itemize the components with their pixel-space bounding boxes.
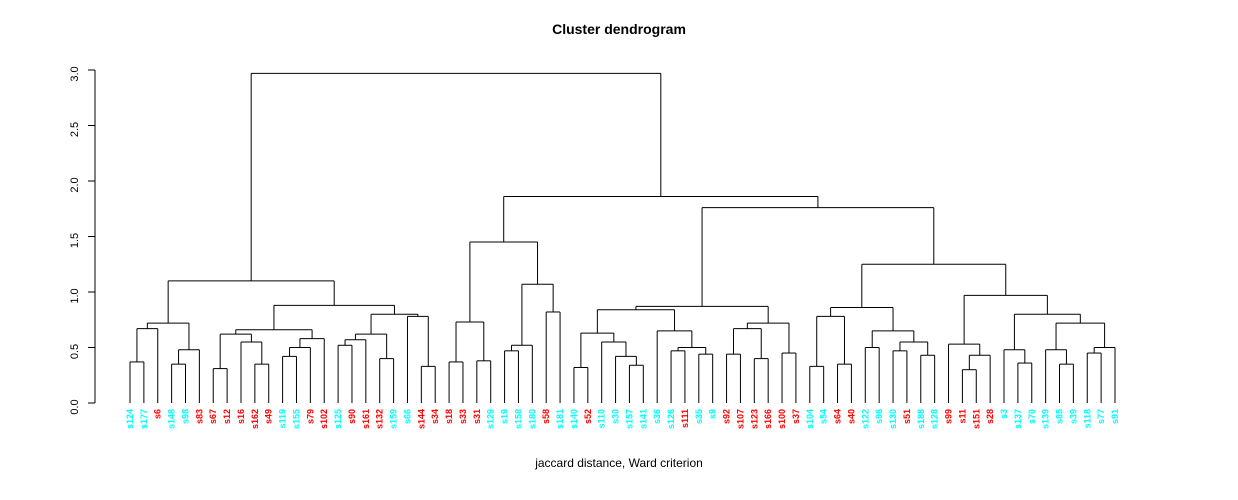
- leaf-label: s54: [819, 409, 829, 424]
- y-tick-label: 0.0: [69, 399, 81, 414]
- leaf-label: s31: [472, 409, 482, 424]
- leaf-label: s155: [291, 409, 301, 429]
- leaf-label: s39: [1068, 409, 1078, 424]
- leaf-label: s9: [708, 409, 718, 419]
- y-tick-label: 3.0: [69, 66, 81, 81]
- leaf-label: s139: [1041, 409, 1051, 429]
- leaf-label: s30: [611, 409, 621, 424]
- leaf-label: s166: [763, 409, 773, 429]
- leaf-label: s161: [361, 409, 371, 429]
- leaf-label: s16: [236, 409, 246, 424]
- leaf-label: s111: [680, 409, 690, 428]
- leaf-label: s102: [319, 409, 329, 429]
- leaf-label: s99: [944, 409, 954, 424]
- leaf-label: s107: [735, 409, 745, 429]
- leaf-label: s180: [527, 409, 537, 429]
- leaf-label: s90: [347, 409, 357, 424]
- leaf-label: s37: [791, 409, 801, 424]
- leaf-label: s157: [624, 409, 634, 429]
- leaf-label: s40: [846, 409, 856, 424]
- leaf-label: s125: [333, 409, 343, 429]
- leaf-label: s159: [389, 409, 399, 429]
- leaf-label: s129: [486, 409, 496, 429]
- leaf-label: s51: [902, 409, 912, 424]
- leaf-label: s132: [375, 409, 385, 429]
- y-tick-label: 0.5: [69, 344, 81, 359]
- leaf-label: s151: [971, 409, 981, 429]
- leaf-label: s181: [555, 409, 565, 429]
- leaf-label: s124: [125, 409, 135, 429]
- leaf-label: s110: [597, 409, 607, 429]
- leaf-label: s34: [430, 409, 440, 424]
- leaf-label: s118: [1082, 409, 1092, 429]
- leaf-label: s140: [569, 409, 579, 429]
- leaf-label: s36: [652, 409, 662, 424]
- x-axis-label: jaccard distance, Ward criterion: [535, 456, 703, 470]
- leaf-label: s128: [930, 409, 940, 429]
- leaf-label: s162: [250, 409, 260, 429]
- leaf-label: s130: [888, 409, 898, 429]
- y-tick-label: 1.5: [69, 233, 81, 248]
- leaf-label: s177: [139, 409, 149, 429]
- leaf-label: s77: [1096, 409, 1106, 424]
- leaf-label: s52: [583, 409, 593, 424]
- y-tick-label: 1.0: [69, 288, 81, 303]
- leaf-label: s148: [167, 409, 177, 429]
- chart-title: Cluster dendrogram: [552, 21, 686, 37]
- leaf-label: s104: [805, 409, 815, 429]
- leaf-label: s91: [1110, 409, 1120, 424]
- leaf-label: s119: [278, 409, 288, 429]
- leaf-label: s85: [1055, 409, 1065, 424]
- leaf-label: s64: [833, 409, 843, 424]
- leaf-label: s58: [541, 409, 551, 424]
- leaf-label: s66: [402, 409, 412, 424]
- leaf-label: s67: [208, 409, 218, 424]
- leaf-label: s35: [694, 409, 704, 424]
- leaf-label: s6: [153, 409, 163, 419]
- leaf-label: s18: [444, 409, 454, 424]
- leaf-label: s126: [666, 409, 676, 429]
- leaf-label: s83: [194, 409, 204, 424]
- y-tick-label: 2.5: [69, 122, 81, 137]
- leaf-label: s92: [722, 409, 732, 424]
- leaf-label: s11: [957, 409, 967, 424]
- leaf-label: s144: [416, 409, 426, 429]
- leaf-label: s96: [874, 409, 884, 424]
- leaf-label: s3: [999, 409, 1009, 419]
- leaf-label: s28: [985, 409, 995, 424]
- leaf-label: s49: [264, 409, 274, 424]
- leaf-label: s79: [305, 409, 315, 424]
- leaf-label: s122: [860, 409, 870, 429]
- leaf-label: s70: [1027, 409, 1037, 424]
- leaf-label: s137: [1013, 409, 1023, 429]
- y-tick-label: 2.0: [69, 177, 81, 192]
- leaf-label: s158: [513, 409, 523, 429]
- leaf-label: s98: [180, 409, 190, 424]
- leaf-label: s123: [749, 409, 759, 429]
- leaf-label: s188: [916, 409, 926, 429]
- leaf-label: s19: [500, 409, 510, 424]
- leaf-label: s141: [638, 409, 648, 429]
- leaf-label: s12: [222, 409, 232, 424]
- leaf-label: s100: [777, 409, 787, 429]
- leaf-label: s33: [458, 409, 468, 424]
